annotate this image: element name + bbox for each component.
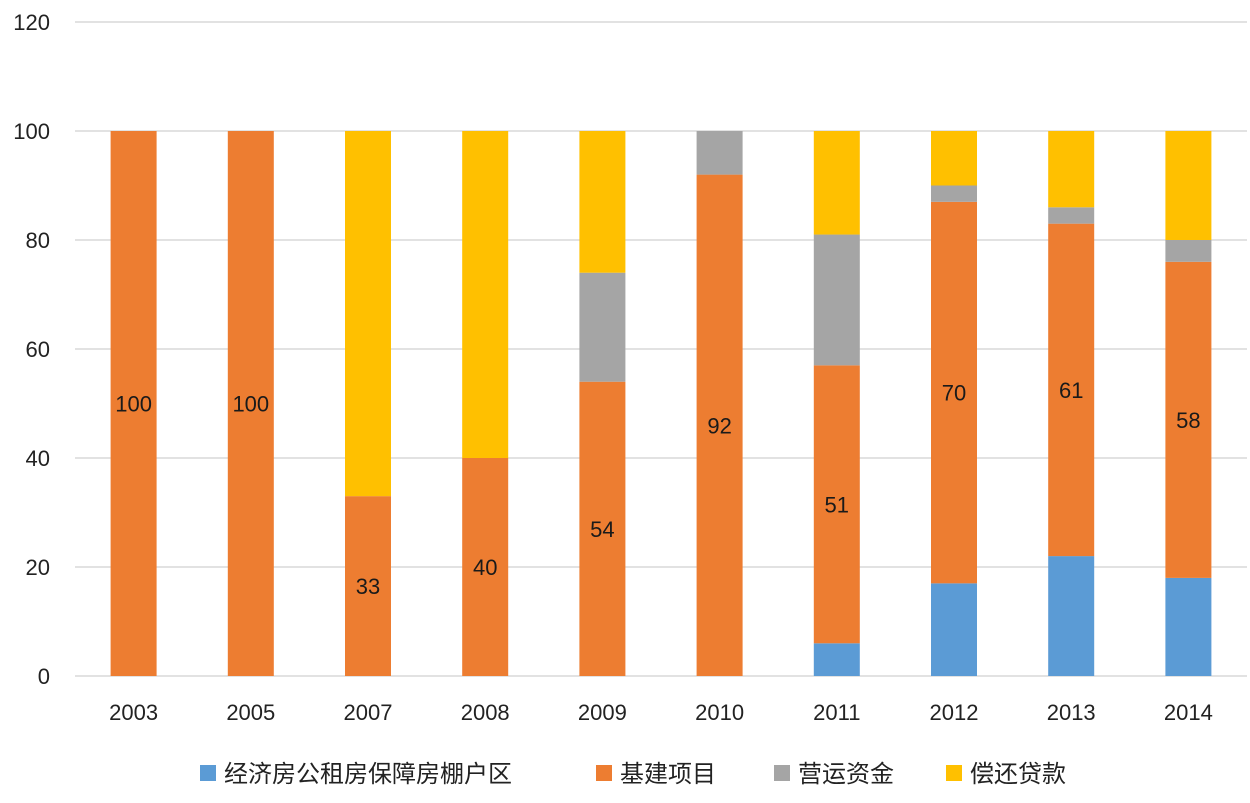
bar-2013-series-2 [1048, 207, 1095, 224]
bar-2014-series-1 [1165, 261, 1212, 578]
y-tick-label: 0 [38, 664, 50, 689]
legend-label-3: 偿还贷款 [970, 760, 1066, 788]
bar-2014-series-0 [1165, 577, 1212, 676]
x-axis-ticks: 2003 2005 2007 2008 2009 2010 2011 2012 2013 2014 [109, 700, 1213, 725]
bar-2008-series-3 [462, 131, 509, 458]
y-axis-ticks: 0 20 40 60 80 100 120 [13, 10, 50, 689]
data-label-2012: 70 [942, 381, 966, 406]
bar-2011-series-0 [813, 643, 860, 676]
bar-2011-series-2 [813, 234, 860, 366]
bar-2012-series-0 [931, 583, 977, 676]
y-tick-label: 60 [26, 337, 50, 362]
data-label-2009: 54 [590, 517, 614, 542]
x-tick-label-2010: 2010 [695, 700, 744, 725]
data-label-2014: 58 [1176, 408, 1200, 433]
bar-2012-series-1 [931, 201, 977, 584]
bar-2014-series-2 [1165, 240, 1212, 262]
y-tick-label: 20 [26, 555, 50, 580]
legend-swatch-2 [774, 765, 790, 781]
bars [110, 131, 1212, 676]
bar-2009-series-3 [579, 131, 626, 273]
bar-2007-series-1 [345, 496, 391, 676]
x-tick-label-2012: 2012 [930, 700, 979, 725]
bar-2012-series-3 [931, 131, 977, 186]
y-tick-label: 40 [26, 446, 50, 471]
x-tick-label-2013: 2013 [1047, 700, 1096, 725]
legend-swatch-3 [946, 765, 962, 781]
data-label-2010: 92 [707, 413, 731, 438]
legend-label-0: 经济房公租房保障房棚户区 [224, 760, 512, 788]
y-tick-label: 100 [13, 119, 50, 144]
legend: 经济房公租房保障房棚户区 基建项目 营运资金 偿还贷款 [200, 760, 1066, 788]
data-label-2003: 100 [115, 392, 152, 417]
bar-2013-series-3 [1048, 131, 1095, 208]
bar-2003-series-1 [110, 131, 157, 676]
y-tick-label: 80 [26, 228, 50, 253]
legend-swatch-0 [200, 765, 216, 781]
bar-2013-series-0 [1048, 556, 1095, 676]
bar-2005-series-1 [227, 131, 274, 676]
data-label-2007: 33 [356, 574, 380, 599]
x-tick-label-2007: 2007 [344, 700, 393, 725]
bar-2011-series-3 [813, 131, 860, 235]
bar-2011-series-1 [813, 365, 860, 644]
legend-swatch-1 [596, 765, 612, 781]
bar-2009-series-2 [579, 272, 626, 382]
x-tick-label-2014: 2014 [1164, 700, 1213, 725]
legend-label-1: 基建项目 [620, 760, 716, 788]
data-label-2005: 100 [232, 392, 269, 417]
x-tick-label-2008: 2008 [461, 700, 510, 725]
bar-2009-series-1 [579, 381, 626, 676]
x-tick-label-2005: 2005 [226, 700, 275, 725]
bar-2007-series-3 [345, 131, 391, 497]
data-label-2013: 61 [1059, 378, 1083, 403]
legend-label-2: 营运资金 [798, 760, 894, 788]
data-label-2011: 51 [825, 492, 849, 517]
bar-2010-series-1 [696, 174, 743, 676]
y-tick-label: 120 [13, 10, 50, 35]
bar-2013-series-1 [1048, 223, 1095, 557]
bar-2010-series-2 [696, 131, 743, 175]
bar-2014-series-3 [1165, 131, 1212, 240]
data-label-2008: 40 [473, 555, 497, 580]
bar-2008-series-1 [462, 458, 509, 676]
bar-2012-series-2 [931, 185, 977, 202]
x-tick-label-2009: 2009 [578, 700, 627, 725]
data-labels: 100 100 33 40 54 92 51 70 61 58 [115, 378, 1200, 599]
x-tick-label-2003: 2003 [109, 700, 158, 725]
x-tick-label-2011: 2011 [813, 700, 860, 725]
